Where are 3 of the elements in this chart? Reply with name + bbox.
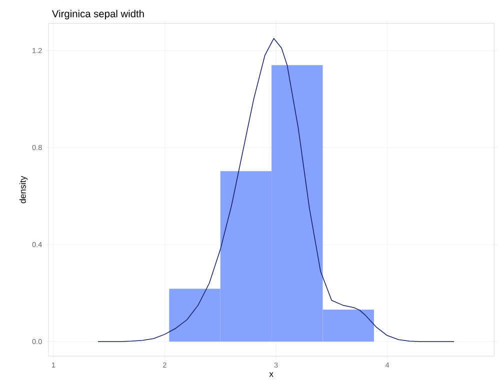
chart-title: Virginica sepal width xyxy=(52,10,144,20)
x-axis-title: x xyxy=(269,372,274,377)
y-axis-title: density xyxy=(19,176,28,204)
